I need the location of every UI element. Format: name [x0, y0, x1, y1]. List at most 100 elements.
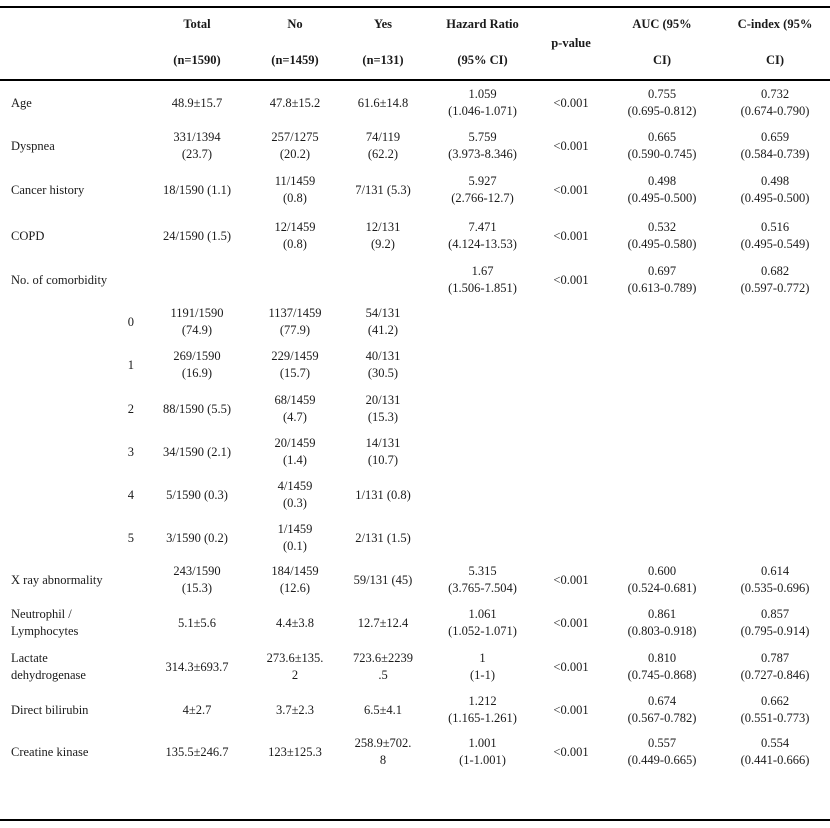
cell-c-index-line: (0.535-0.696) [740, 581, 810, 595]
cell-no-line: 4.4±3.8 [275, 615, 315, 630]
cell-no: 229/1459 (15.7) [256, 348, 334, 382]
cell-hazard-ratio: 1.001 (1-1.001) [424, 735, 541, 769]
cell-no: 12/1459 (0.8) [256, 219, 334, 253]
row-label-line: Lymphocytes [11, 624, 79, 638]
cell-p-value: <0.001 [540, 615, 602, 632]
cell-no: 3.7±2.3 [256, 702, 334, 719]
cell-hazard-ratio-line: 1.001 [468, 736, 497, 750]
cell-p-value: <0.001 [540, 272, 602, 289]
cell-total: 88/1590 (5.5) [150, 401, 244, 418]
cell-no: 4/1459 (0.3) [256, 478, 334, 512]
cell-hazard-ratio: 5.927 (2.766-12.7) [424, 173, 541, 207]
cell-total: 34/1590 (2.1) [150, 444, 244, 461]
cell-yes: 723.6±2239 .5 [343, 650, 423, 684]
subcategory-label-line: 2 [127, 401, 134, 416]
cell-c-index: 0.659 (0.584-0.739) [720, 129, 830, 163]
cell-yes-line: 258.9±702. [354, 736, 412, 750]
cell-no-line: 47.8±15.2 [269, 95, 321, 110]
cell-c-index: 0.516 (0.495-0.549) [720, 219, 830, 253]
header-yes: Yes [373, 17, 393, 31]
cell-no-line: 20/1459 [274, 436, 316, 450]
cell-hazard-ratio-line: (3.973-8.346) [448, 147, 517, 161]
row-label: COPD [11, 228, 141, 245]
cell-yes: 74/119 (62.2) [343, 129, 423, 163]
cell-no-line: 1/1459 [277, 522, 313, 536]
row-label: Lactate dehydrogenase [11, 650, 141, 684]
header-no-n: (n=1459) [271, 53, 319, 67]
cell-total: 5/1590 (0.3) [150, 487, 244, 504]
cell-total-line: (74.9) [181, 323, 213, 337]
row-label: Direct bilirubin [11, 702, 141, 719]
row-label: Cancer history [11, 182, 141, 199]
cell-total-line: 5.1±5.6 [177, 615, 217, 630]
cell-yes-line: 54/131 [365, 306, 401, 320]
cell-hazard-ratio: 1 (1-1) [424, 650, 541, 684]
cell-no: 20/1459 (1.4) [256, 435, 334, 469]
cell-total-line: 5/1590 (0.3) [166, 487, 228, 502]
cell-yes-line: 14/131 [365, 436, 401, 450]
subcategory-label-line: 4 [127, 487, 134, 502]
row-label-line: Age [11, 95, 32, 110]
cell-auc-line: (0.803-0.918) [627, 624, 697, 638]
header-no: No [287, 17, 303, 31]
cell-auc-line: 0.498 [647, 174, 677, 188]
cell-p-value: <0.001 [540, 95, 602, 112]
cell-c-index-line: (0.441-0.666) [740, 753, 810, 767]
table-header-rule [0, 79, 830, 81]
cell-hazard-ratio-line: (1.165-1.261) [448, 711, 517, 725]
subcategory-label-line: 0 [127, 314, 134, 329]
row-label: Neutrophil / Lymphocytes [11, 606, 141, 640]
cell-auc-line: 0.755 [647, 87, 677, 101]
cell-total-line: 331/1394 [173, 130, 221, 144]
row-label-line: Creatine kinase [11, 744, 89, 759]
cell-yes-line: 61.6±14.8 [357, 95, 409, 110]
cell-yes-line: 20/131 [365, 393, 401, 407]
cell-c-index-line: 0.732 [760, 87, 790, 101]
cell-c-index-line: 0.659 [760, 130, 790, 144]
row-label: X ray abnormality [11, 572, 141, 589]
row-label: Age [11, 95, 141, 112]
cell-auc: 0.532 (0.495-0.580) [605, 219, 719, 253]
cell-yes-line: 7/131 (5.3) [355, 182, 411, 197]
cell-c-index: 0.732 (0.674-0.790) [720, 86, 830, 120]
cell-auc-line: (0.590-0.745) [627, 147, 697, 161]
cell-total-line: 1191/1590 [170, 306, 224, 320]
row-label: Dyspnea [11, 138, 141, 155]
cell-yes: 14/131 (10.7) [343, 435, 423, 469]
cell-auc: 0.697 (0.613-0.789) [605, 263, 719, 297]
cell-total: 4±2.7 [150, 702, 244, 719]
cell-hazard-ratio-line: 1.212 [468, 694, 497, 708]
cell-p-value-line: <0.001 [553, 95, 589, 110]
cell-hazard-ratio: 5.315 (3.765-7.504) [424, 563, 541, 597]
cell-auc-line: (0.613-0.789) [627, 281, 697, 295]
cell-hazard-ratio-line: (1-1) [470, 668, 495, 682]
cell-c-index-line: 0.554 [760, 736, 790, 750]
cell-hazard-ratio-line: 1.67 [471, 264, 494, 278]
cell-no-line: 123±125.3 [268, 744, 322, 759]
cell-no-line: (0.8) [283, 191, 307, 205]
subcategory-label-line: 5 [127, 530, 134, 545]
cell-auc-line: 0.532 [647, 220, 677, 234]
cell-p-value: <0.001 [540, 228, 602, 245]
cell-yes-line: 723.6±2239 [353, 651, 413, 665]
row-label-line: No. of comorbidity [11, 272, 108, 287]
cell-no-line: 273.6±135. [266, 651, 324, 665]
cell-p-value-line: <0.001 [553, 615, 589, 630]
cell-yes-line: (10.7) [367, 453, 399, 467]
cell-auc: 0.810 (0.745-0.868) [605, 650, 719, 684]
cell-yes-line: (9.2) [371, 237, 395, 251]
cell-p-value-line: <0.001 [553, 138, 589, 153]
cell-p-value-line: <0.001 [553, 659, 589, 674]
cell-yes: 6.5±4.1 [343, 702, 423, 719]
cell-c-index: 0.787 (0.727-0.846) [720, 650, 830, 684]
cell-hazard-ratio-line: 1 [479, 651, 486, 665]
cell-auc-line: (0.449-0.665) [627, 753, 697, 767]
subcategory-label: 5 [100, 530, 134, 547]
header-auc-ci: CI) [652, 53, 672, 67]
cell-auc: 0.498 (0.495-0.500) [605, 173, 719, 207]
cell-yes: 12/131 (9.2) [343, 219, 423, 253]
row-label-line: Cancer history [11, 182, 85, 197]
row-label-line: dehydrogenase [11, 668, 86, 682]
cell-p-value-line: <0.001 [553, 272, 589, 287]
cell-auc: 0.557 (0.449-0.665) [605, 735, 719, 769]
